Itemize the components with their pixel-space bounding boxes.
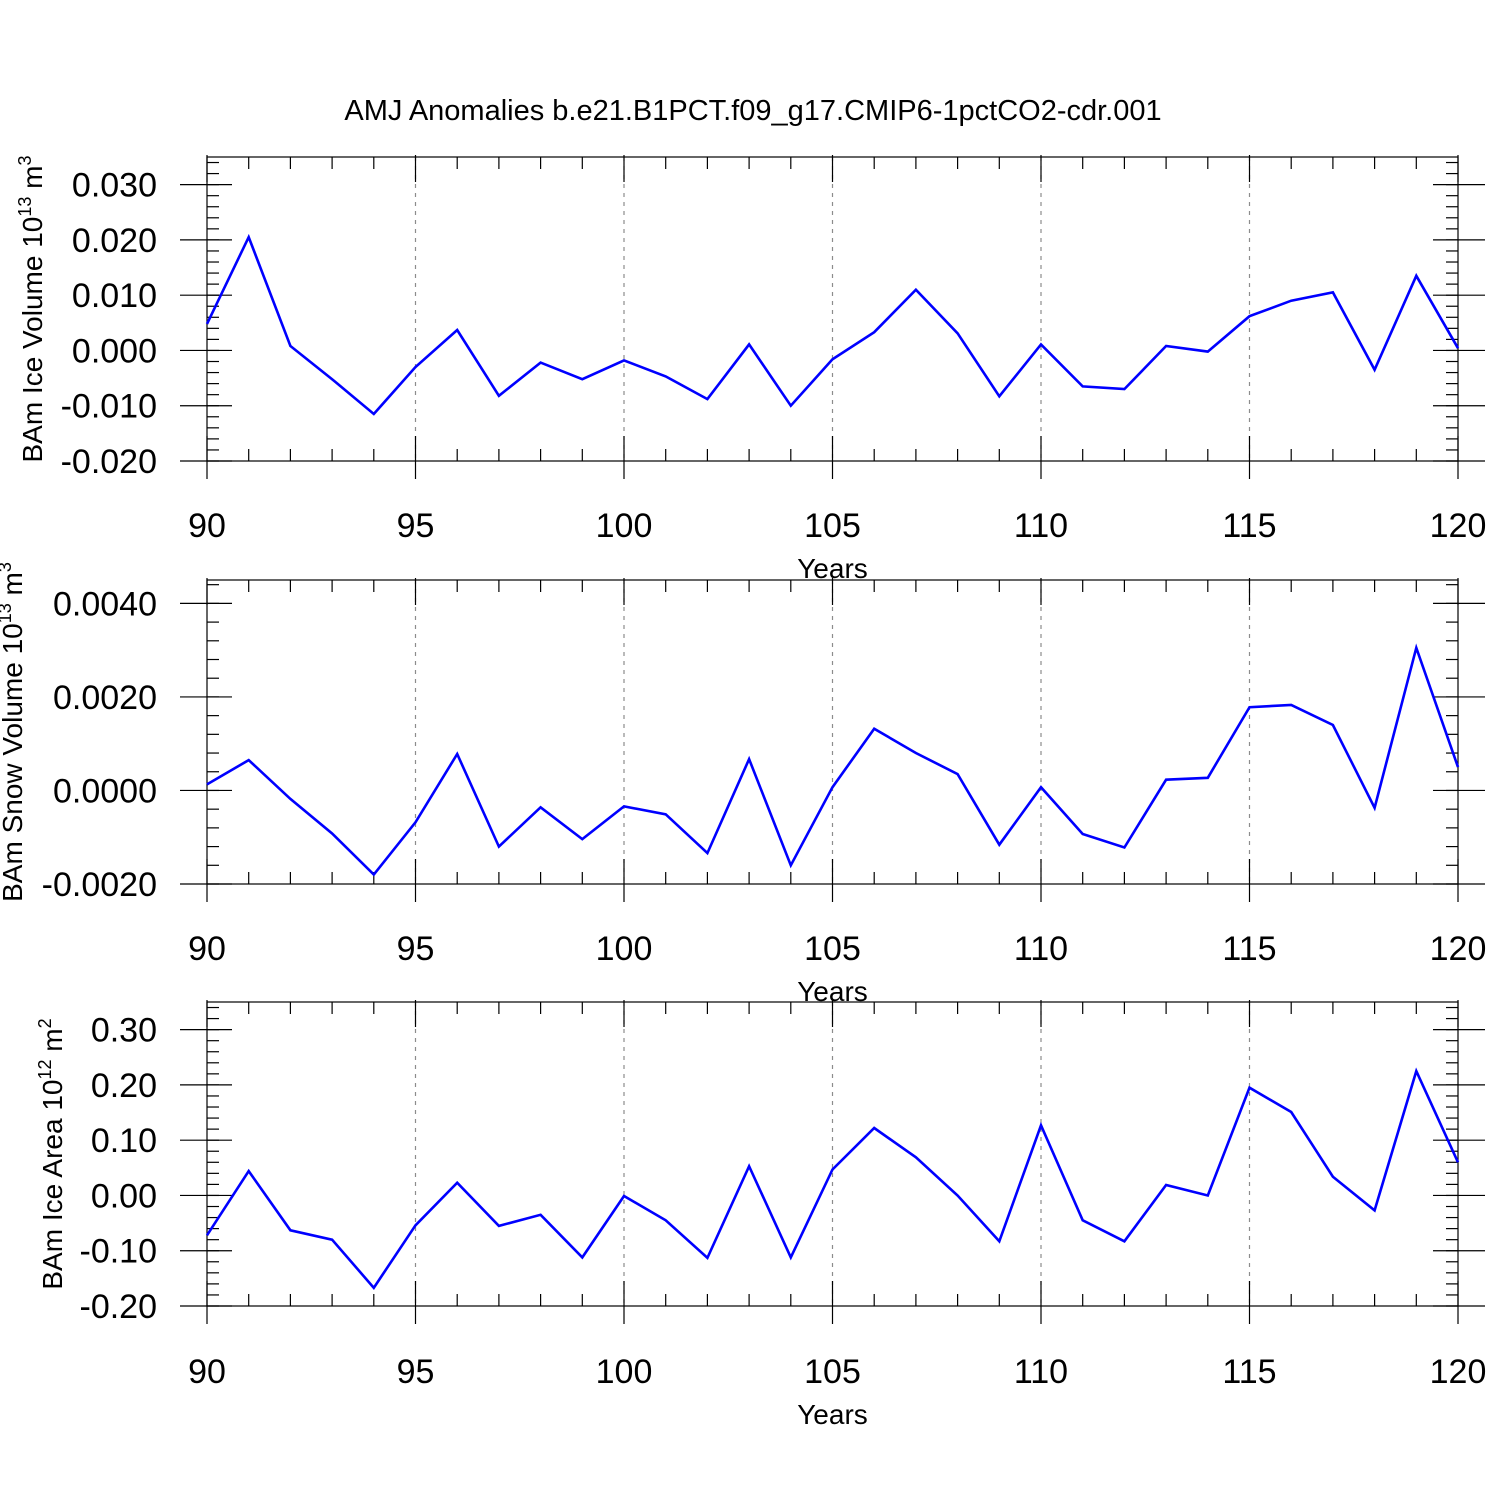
y-tick-label: 0.000 bbox=[72, 332, 157, 370]
x-axis-title: Years bbox=[797, 1399, 868, 1430]
x-tick-label: 120 bbox=[1430, 1353, 1487, 1391]
panel-3: -0.20 -0.10 0.00 0.10 0.20 0.30 90 95 100 105 110 1… bbox=[35, 1000, 1486, 1430]
x-tick-label: 95 bbox=[397, 507, 435, 545]
x-tick-label: 105 bbox=[804, 1353, 861, 1391]
series-line bbox=[205, 233, 1460, 416]
x-tick-label: 115 bbox=[1222, 1353, 1276, 1391]
y-tick-label: 0.20 bbox=[91, 1067, 157, 1105]
x-tick-label: 110 bbox=[1014, 507, 1068, 545]
x-tick-label: 120 bbox=[1430, 507, 1487, 545]
y-tick-label: -0.020 bbox=[61, 443, 157, 481]
x-tick-label: 100 bbox=[596, 1353, 653, 1391]
y-tick-label: 0.0020 bbox=[53, 679, 157, 717]
panel-2: -0.0020 0.0000 0.0020 0.0040 90 95 100 105 110 11… bbox=[0, 562, 1486, 1007]
y-tick-label: 0.020 bbox=[72, 222, 157, 260]
y-tick-label: 0.0000 bbox=[53, 772, 157, 810]
y-axis-title: BAm Snow Volume 1013 m3 bbox=[0, 562, 28, 902]
y-tick-label: 0.030 bbox=[72, 167, 157, 205]
x-tick-label: 110 bbox=[1014, 930, 1068, 968]
y-tick-label: 0.10 bbox=[91, 1122, 157, 1160]
panel-1: -0.020 -0.010 0.000 0.010 0.020 0.030 90 95 100 1… bbox=[15, 155, 1486, 584]
y-tick-label: 0.010 bbox=[72, 277, 157, 315]
x-tick-label: 105 bbox=[804, 930, 861, 968]
y-tick-label: -0.10 bbox=[80, 1233, 158, 1271]
x-tick-label: 100 bbox=[596, 930, 653, 968]
x-tick-label: 105 bbox=[804, 507, 861, 545]
y-tick-label: -0.010 bbox=[61, 388, 157, 426]
x-tick-label: 110 bbox=[1014, 1353, 1068, 1391]
x-tick-label: 95 bbox=[397, 930, 435, 968]
plot-frame bbox=[206, 156, 1459, 462]
plot-frame bbox=[206, 1001, 1459, 1307]
y-axis-title: BAm Ice Area 1012 m2 bbox=[35, 1018, 68, 1289]
y-axis-title: BAm Ice Volume 1013 m3 bbox=[15, 155, 48, 462]
x-tick-label: 95 bbox=[397, 1353, 435, 1391]
x-tick-label: 90 bbox=[188, 930, 226, 968]
y-tick-label: 0.30 bbox=[91, 1012, 157, 1050]
chart-title: AMJ Anomalies b.e21.B1PCT.f09_g17.CMIP6-… bbox=[344, 95, 1161, 127]
x-tick-label: 120 bbox=[1430, 930, 1487, 968]
x-tick-label: 115 bbox=[1222, 507, 1276, 545]
y-tick-label: 0.0040 bbox=[53, 585, 157, 623]
x-tick-label: 115 bbox=[1222, 930, 1276, 968]
x-tick-label: 90 bbox=[188, 507, 226, 545]
x-tick-label: 90 bbox=[188, 1353, 226, 1391]
plot-frame bbox=[206, 579, 1459, 885]
x-tick-label: 100 bbox=[596, 507, 653, 545]
y-tick-label: -0.0020 bbox=[42, 866, 157, 904]
y-tick-label: 0.00 bbox=[91, 1177, 157, 1215]
y-tick-label: -0.20 bbox=[80, 1288, 158, 1326]
